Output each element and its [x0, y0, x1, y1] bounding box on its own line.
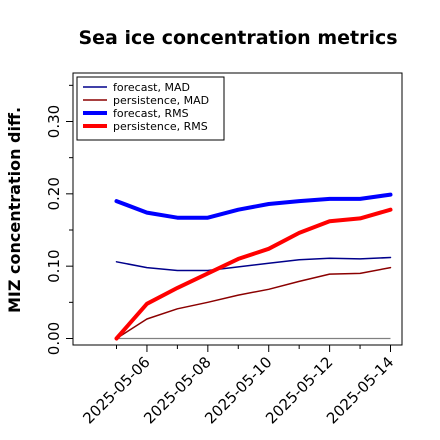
legend-label-1: persistence, MAD — [113, 94, 209, 107]
y-tick-label-0: 0.00 — [45, 322, 63, 355]
plot-frame — [72, 72, 403, 346]
y-tick-label-1: 0.10 — [45, 249, 63, 282]
y-axis: 0.00 0.10 0.20 0.30 — [45, 84, 73, 355]
plot-area — [114, 192, 393, 341]
y-tick-label-2: 0.20 — [45, 177, 63, 210]
series-line-2 — [114, 192, 393, 220]
legend-label-3: persistence, RMS — [113, 120, 208, 133]
series-line-3 — [114, 207, 393, 341]
chart-title: Sea ice concentration metrics — [78, 27, 397, 49]
x-axis: 2025-05-062025-05-082025-05-102025-05-12… — [79, 345, 397, 427]
legend-label-2: forecast, RMS — [113, 107, 189, 120]
y-tick-label-3: 0.30 — [45, 105, 63, 138]
y-axis-label: MIZ concentration diff. — [5, 107, 24, 313]
series-line-0 — [115, 256, 392, 272]
legend-label-0: forecast, MAD — [113, 81, 190, 94]
series-line-1 — [115, 266, 392, 340]
